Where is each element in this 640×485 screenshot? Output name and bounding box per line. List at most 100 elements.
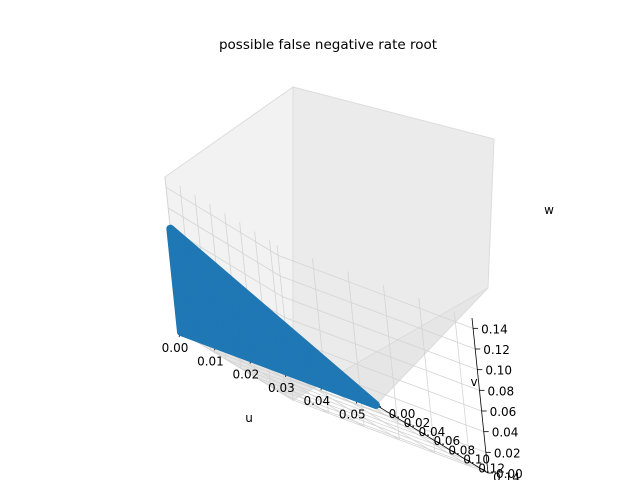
data-point bbox=[190, 250, 197, 257]
data-point bbox=[284, 365, 292, 372]
x-gridline bbox=[287, 371, 400, 441]
data-point bbox=[365, 398, 372, 405]
data-point bbox=[276, 338, 284, 345]
data-point bbox=[310, 365, 317, 372]
data-point bbox=[353, 392, 360, 399]
x-gridline bbox=[358, 398, 471, 467]
data-point bbox=[267, 361, 274, 369]
data-point bbox=[263, 355, 271, 363]
data-point bbox=[238, 328, 245, 336]
z-axis-line bbox=[471, 317, 489, 474]
x-gridline bbox=[453, 311, 471, 467]
z-gridline bbox=[290, 378, 487, 453]
data-point bbox=[185, 263, 193, 270]
data-point bbox=[291, 356, 299, 364]
data-point bbox=[228, 309, 235, 317]
data-point bbox=[250, 325, 257, 332]
data-point bbox=[336, 377, 343, 384]
data-point bbox=[189, 297, 196, 305]
data-point bbox=[280, 322, 287, 330]
data-point bbox=[245, 333, 252, 340]
data-point bbox=[175, 246, 182, 254]
data-point bbox=[229, 284, 237, 292]
data-point bbox=[258, 311, 266, 318]
x-tick-label: 0.00 bbox=[162, 341, 189, 355]
data-point bbox=[214, 286, 221, 293]
data-point bbox=[228, 315, 235, 322]
data-point bbox=[187, 306, 194, 313]
data-point bbox=[244, 305, 252, 313]
chart-title: possible false negative rate root bbox=[219, 37, 437, 53]
data-point bbox=[226, 345, 233, 353]
data-point bbox=[226, 302, 234, 310]
data-point bbox=[267, 328, 274, 336]
data-point bbox=[310, 354, 317, 362]
z-tick-label: 0.02 bbox=[494, 446, 521, 460]
data-point bbox=[325, 372, 333, 379]
data-point bbox=[286, 331, 293, 338]
data-point bbox=[324, 364, 331, 372]
data-point bbox=[324, 378, 331, 385]
data-point bbox=[304, 348, 311, 356]
data-point bbox=[235, 349, 242, 357]
y-tick-label: 0.12 bbox=[478, 461, 505, 475]
z-axis-label: w bbox=[544, 203, 554, 217]
data-point bbox=[207, 315, 214, 323]
data-point bbox=[257, 349, 264, 357]
data-point bbox=[268, 313, 276, 320]
data-point bbox=[305, 360, 312, 367]
data-point bbox=[274, 320, 281, 328]
x-tick-label: 0.03 bbox=[268, 381, 295, 395]
data-point bbox=[200, 292, 207, 299]
data-point bbox=[192, 307, 200, 314]
data-point bbox=[237, 344, 244, 352]
data-point bbox=[197, 327, 205, 335]
y-gridline bbox=[255, 376, 451, 451]
data-point bbox=[179, 235, 186, 243]
data-point bbox=[318, 368, 326, 376]
z-gridline bbox=[292, 399, 489, 474]
data-point bbox=[178, 299, 185, 307]
data-point bbox=[250, 301, 258, 309]
z-gridline bbox=[277, 254, 474, 329]
data-point bbox=[256, 326, 263, 333]
data-point bbox=[177, 321, 184, 329]
data-point bbox=[250, 297, 258, 304]
data-point bbox=[236, 323, 244, 330]
z-tick-label: 0.04 bbox=[492, 426, 519, 440]
z-tick-label: 0.10 bbox=[485, 364, 512, 378]
data-point bbox=[204, 285, 212, 292]
data-point bbox=[191, 292, 198, 300]
z-tick-label: 0.06 bbox=[490, 405, 517, 419]
data-point bbox=[255, 343, 262, 350]
data-point bbox=[268, 319, 275, 326]
data-point bbox=[260, 336, 268, 343]
x-tick-label: 0.01 bbox=[197, 354, 224, 368]
data-point bbox=[181, 310, 189, 317]
data-point bbox=[342, 387, 349, 394]
data-point bbox=[208, 294, 215, 302]
data-point bbox=[210, 321, 218, 328]
data-point bbox=[186, 257, 194, 265]
data-point bbox=[258, 306, 265, 313]
data-point bbox=[300, 368, 308, 375]
data-point bbox=[316, 360, 324, 368]
data-point bbox=[202, 332, 209, 339]
data-point bbox=[176, 289, 183, 296]
data-point bbox=[285, 348, 292, 355]
z-gridline bbox=[284, 316, 480, 391]
y-tick-label: 0.06 bbox=[433, 434, 460, 448]
y-gridline bbox=[210, 349, 407, 424]
data-point bbox=[213, 276, 221, 283]
y-tick-label: 0.04 bbox=[419, 425, 446, 439]
data-point bbox=[277, 360, 285, 367]
data-point bbox=[198, 286, 205, 293]
y-gridline bbox=[225, 358, 421, 433]
data-point bbox=[262, 349, 269, 356]
z-tick-label: 0.08 bbox=[487, 384, 514, 398]
y-tick-label: 0.02 bbox=[404, 416, 431, 430]
data-point bbox=[332, 386, 340, 393]
data-point bbox=[211, 302, 219, 310]
x-gridline bbox=[251, 358, 365, 427]
